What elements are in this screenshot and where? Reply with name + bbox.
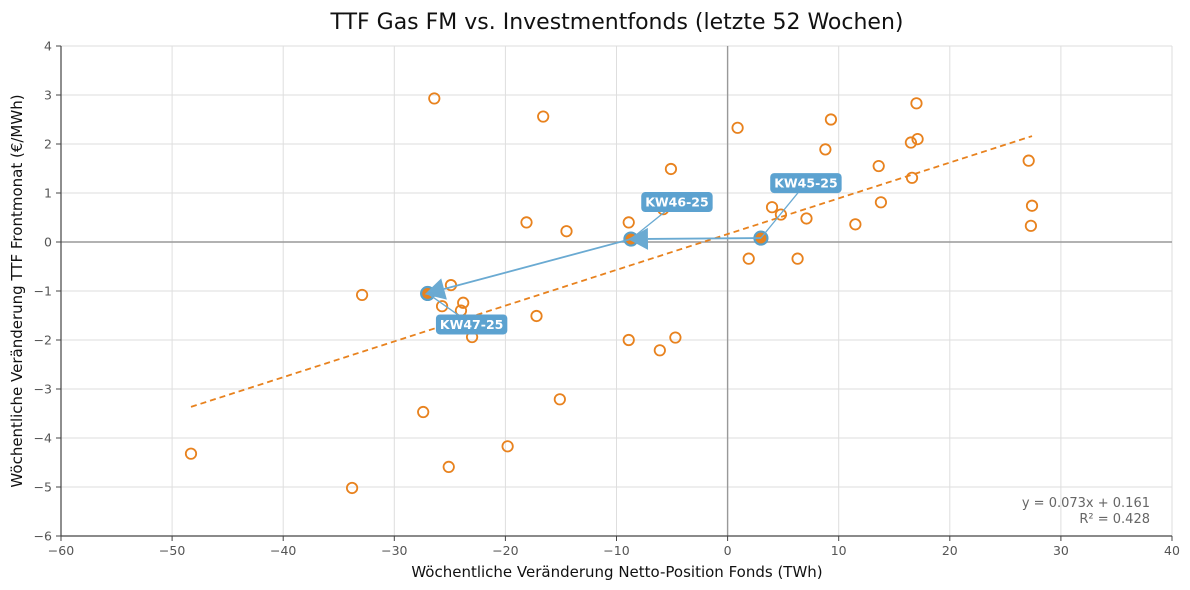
x-tick-label: −40 [270,543,296,558]
x-tick-label: −50 [159,543,185,558]
y-tick-label: −4 [34,431,52,446]
data-point [537,110,550,123]
data-point [501,440,514,453]
data-point [874,196,888,209]
data-point [1024,219,1038,232]
trendline [190,135,1033,408]
x-tick-label: −60 [48,543,74,558]
data-point [184,447,198,460]
data-point [910,97,923,110]
data-point [664,162,678,176]
highlight-path [424,227,761,300]
data-point [669,331,682,344]
data-point [791,252,804,265]
data-point [653,344,666,357]
data-point [849,218,862,231]
data-point [553,393,566,406]
data-point [622,216,635,229]
axes: −60 −50 −40 −30 −20 −10 0 10 20 30 40−6−5−4−3−2−10… [34,39,1180,559]
callout-box [770,173,842,194]
data-point [731,121,744,134]
data-point [765,201,779,214]
data-point [428,92,441,105]
y-tick-label: 0 [44,235,52,250]
x-tick-label: 30 [1053,543,1069,558]
callout-label: KW45-25 [774,176,837,191]
callout-label: KW47-25 [440,317,503,332]
data-point [904,136,918,149]
y-axis-label: Wöchentliche Veränderung TTF Frontmonat … [8,94,26,487]
callout-label: KW46-25 [645,195,708,210]
y-tick-label: −2 [34,333,52,348]
y-tick-label: −6 [34,529,52,544]
x-tick-label: 40 [1164,543,1180,558]
chart-title: TTF Gas FM vs. Investmentfonds (letzte 5… [330,10,904,35]
data-point [819,143,832,156]
x-tick-label: −10 [603,543,629,558]
y-tick-label: 1 [44,186,52,201]
data-point [435,300,449,313]
x-tick-label: 0 [724,543,732,558]
data-point [560,225,573,238]
callout-box [641,192,713,213]
y-tick-label: 2 [44,137,52,152]
data-point [774,208,788,221]
data-point [824,113,838,126]
data-point [1022,154,1035,167]
arrowhead [627,227,649,250]
y-tick-label: 3 [44,88,52,103]
x-tick-label: 20 [942,543,958,558]
callout-box [435,314,508,335]
x-tick-label: 10 [831,543,847,558]
y-tick-label: 4 [44,39,52,54]
data-point [530,309,543,323]
data-point [457,296,470,309]
r-squared: R² = 0.428 [1079,512,1150,527]
data-point [345,481,359,495]
x-axis-label: Wöchentliche Veränderung Netto-Position … [411,563,822,581]
data-point [905,171,919,184]
regression-line [190,135,1033,408]
x-tick-label: −20 [492,543,518,558]
regression-equation: y = 0.073x + 0.161 [1022,496,1150,511]
data-point [520,216,533,229]
data-point [1025,199,1039,212]
y-tick-label: −1 [34,284,52,299]
grid [60,45,1173,537]
transition-arrow [647,237,761,240]
data-point [622,333,635,347]
data-point [442,460,455,474]
data-point [417,405,430,419]
transition-arrow [443,238,632,290]
data-point [872,159,885,173]
data-points [184,92,1039,495]
arrowhead [424,278,447,300]
callouts: KW45-25 KW46-25 KW47-25 [427,173,842,335]
data-point [355,288,369,302]
y-tick-label: −5 [34,480,52,495]
y-tick-label: −3 [34,382,52,397]
x-tick-label: −30 [381,543,407,558]
data-point [742,252,755,265]
data-point [911,133,924,146]
data-point [800,212,813,225]
